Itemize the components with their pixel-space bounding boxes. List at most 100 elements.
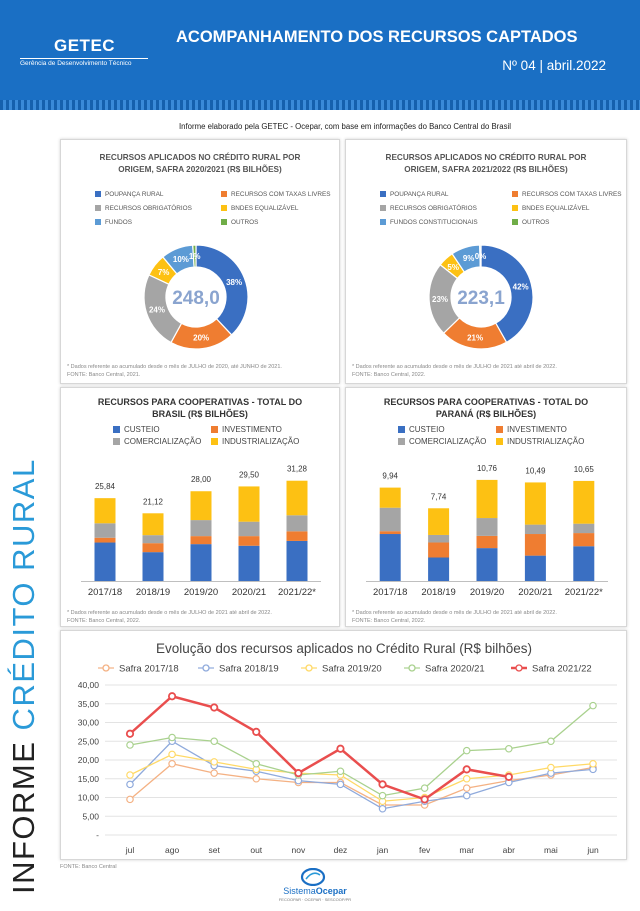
bars1-legend-3: INDUSTRIALIZAÇÃO [211,437,299,446]
bars2-category-label-3: 2020/21 [518,587,552,598]
line-point-0-1 [168,759,176,768]
line-point-4-9 [504,772,513,781]
line-point-4-3 [252,727,261,736]
pie2-slice-label-0: 42% [513,283,529,292]
pie1-legend-3: BNDES EQUALIZÁVEL [221,205,298,212]
pie2-footnote-2: FONTE: Banco Central, 2022. [352,372,426,378]
pie2-legend-2: RECURSOS OBRIGATÓRIOS [380,205,477,212]
pie2-title-line2: ORIGEM, SAFRA 2021/2022 (R$ BILHÕES) [404,165,568,174]
pie1-legend-2: RECURSOS OBRIGATÓRIOS [95,205,192,212]
bars2-footnote-1: * Dados referente ao acumulado desde o m… [352,610,557,616]
bars2-category-label-1: 2018/19 [421,587,455,598]
bars2-bar-4-0 [573,546,595,581]
bars2-total-label-4: 10,65 [574,465,595,474]
line-legend-label-1: Safra 2018/19 [219,664,279,675]
bars1-bar-4-1 [286,531,308,541]
bars2-category-label-4: 2021/22* [565,587,603,598]
line-point-1-6 [378,804,387,813]
bars2-bar-3-0 [524,555,546,581]
line-legend-label-0: Safra 2017/18 [119,664,179,675]
bars1-bar-4-2 [286,515,308,532]
line-xtick-0: jul [125,845,135,855]
bars1-bar-3-2 [238,521,260,537]
bars2-bar-4-1 [573,533,595,547]
bars2-bar-0-3 [379,487,401,508]
line-xtick-5: dez [334,845,348,855]
logo-divider [20,58,148,59]
pie1-total: 248,0 [172,288,220,309]
line-point-3-0 [126,741,134,749]
line-point-2-1 [168,750,176,759]
line-point-4-7 [420,795,429,804]
pie2-legend-4: FUNDOS CONSTITUCIONAIS [380,219,478,226]
bars1-total-label-2: 28,00 [191,475,212,484]
line-xtick-7: fev [419,845,431,855]
bars1-bar-3-1 [238,536,260,546]
line-point-0-3 [252,774,261,783]
line-series-0 [129,763,594,806]
pie2-legend-1: RECURSOS COM TAXAS LIVRES [512,191,622,198]
line-legend-label-2: Safra 2019/20 [322,664,382,675]
line-point-3-9 [505,744,513,753]
bars1-total-label-4: 31,28 [287,465,308,474]
bars1-category-label-2: 2019/20 [184,587,218,598]
pie1-slice-label-4: 10% [173,255,189,264]
line-point-2-2 [210,758,218,766]
line-series-3 [129,705,594,797]
bars2-bar-3-1 [524,534,546,556]
pie-panel-2021-22: RECURSOS APLICADOS NO CRÉDITO RURAL POR … [345,139,627,384]
pie1-slice-5 [192,244,197,268]
line-chart-evolucao: Evolução dos recursos aplicados no Crédi… [78,641,617,855]
bars2-category-label-0: 2017/18 [373,587,407,598]
sidebar-title-part1: INFORME [6,730,41,894]
pie2-title-line1: RECURSOS APLICADOS NO CRÉDITO RURAL POR [385,153,587,162]
line-ytick-4: 20,00 [78,755,100,765]
pie1-title-line2: ORIGEM, SAFRA 2020/2021 (R$ BILHÕES) [118,165,282,174]
bars1-total-label-1: 21,12 [143,497,164,506]
line-point-3-6 [378,791,387,800]
bars1-bar-2-2 [190,520,212,537]
bar-chart-parana: 9,94 2017/18 7,74 2018/19 10,76 2019/20 10,49 2… [366,464,608,598]
pie2-legend-3: BNDES EQUALIZÁVEL [512,205,589,212]
pie2-legend-5: OUTROS [512,219,549,226]
line-ytick-2: 10,00 [78,793,100,803]
line-ytick-1: 5,00 [82,811,99,821]
line-point-3-7 [420,784,429,792]
line-ytick-7: 35,00 [78,699,100,709]
sistema-ocepar-subtitle: FECOOPAR · OCEPAR · SESCOOP/PR [278,897,352,902]
bars1-footnote-1: * Dados referente ao acumulado desde o m… [67,610,272,616]
bars1-bar-0-0 [94,542,116,581]
bars1-bar-1-2 [142,535,164,544]
pie2-slice-label-1: 21% [467,334,483,343]
bars1-bar-2-0 [190,544,212,581]
line-xtick-11: jun [586,845,599,855]
bars2-bar-3-3 [524,482,546,525]
bars2-bar-3-2 [524,524,546,535]
bars1-bar-2-1 [190,536,212,545]
line-point-2-11 [589,759,597,768]
line-panel: Evolução dos recursos aplicados no Crédi… [60,630,627,860]
line-point-4-0 [125,729,135,738]
pie2-slice-label-5: 0% [475,252,487,261]
bars2-legend-3: INDUSTRIALIZAÇÃO [496,437,584,446]
line-xtick-6: jan [376,845,389,855]
pie2-legend-0: POUPANÇA RURAL [380,191,448,198]
bars2-bar-1-0 [428,557,450,581]
pie1-slice-label-5: 1% [189,252,201,261]
bars2-footnote-2: FONTE: Banco Central, 2022. [352,618,426,624]
bars2-bar-2-3 [476,479,498,519]
bars2-category-label-2: 2019/20 [470,587,504,598]
line-legend-marker-3 [408,664,416,672]
pie2-total: 223,1 [457,288,505,309]
bars1-category-label-4: 2021/22* [278,587,316,598]
pie-panel-2020-21: RECURSOS APLICADOS NO CRÉDITO RURAL POR … [60,139,340,384]
source-footnote: FONTE: Banco Central [60,864,117,870]
bar-chart-brasil: 25,84 2017/18 21,12 2018/19 28,00 2019/20 29,5… [81,465,321,598]
line-xtick-2: set [209,845,221,855]
bars1-bar-3-0 [238,545,260,581]
pie1-footnote-2: FONTE: Banco Central, 2021. [67,372,141,378]
sidebar-title: INFORME CRÉDITO RURAL [6,432,42,894]
bars1-title-line1: RECURSOS PARA COOPERATIVAS - TOTAL DO [97,397,303,407]
pie1-legend-0: POUPANÇA RURAL [95,191,163,198]
pie-chart-2021-22: 42% 21% 23% 5% 9% 0% [428,244,534,350]
